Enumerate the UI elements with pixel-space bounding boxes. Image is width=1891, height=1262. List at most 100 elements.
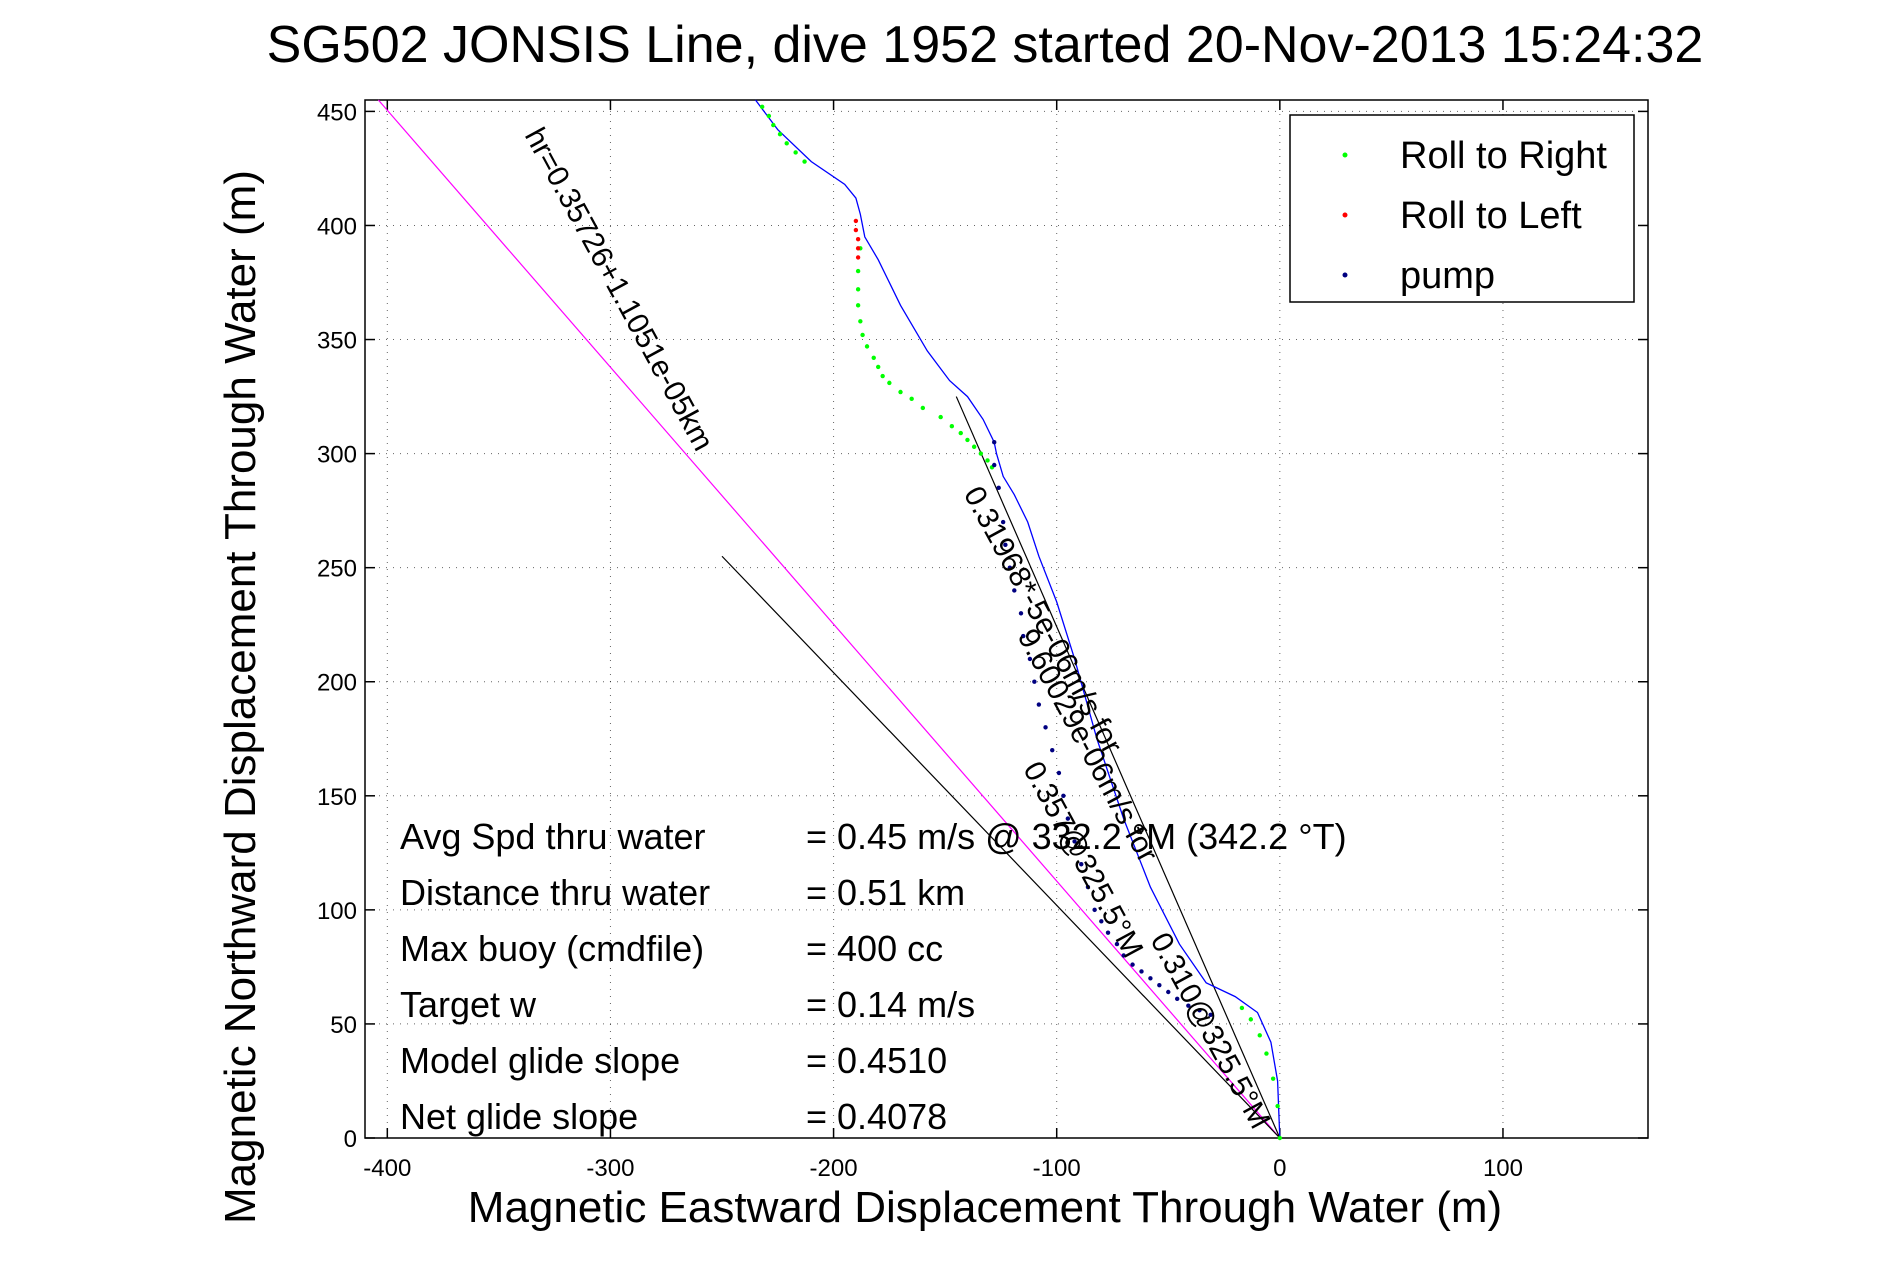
roll-left-point xyxy=(853,227,859,233)
roll-right-point xyxy=(949,424,955,429)
roll-right-point xyxy=(1277,1135,1283,1141)
pump-point xyxy=(1007,565,1013,570)
pump-point xyxy=(1186,1003,1191,1008)
dive-track xyxy=(754,99,1283,1141)
roll-right-point xyxy=(876,364,881,370)
pump-point xyxy=(1105,930,1111,935)
roll-right-point xyxy=(1264,1051,1269,1056)
pump-point xyxy=(1130,962,1135,967)
pump-point xyxy=(1197,1008,1202,1013)
stat-label: Model glide slope xyxy=(400,1040,680,1081)
pump-point xyxy=(1061,793,1066,799)
roll-right-point xyxy=(777,132,783,137)
roll-right-point xyxy=(1270,1076,1276,1081)
pump-point xyxy=(1000,519,1006,525)
roll-right-point xyxy=(880,373,885,379)
y-tick-label: 400 xyxy=(317,213,357,240)
pump-point xyxy=(1139,969,1144,974)
y-tick-label: 0 xyxy=(344,1126,357,1153)
roll-right-point xyxy=(855,287,861,292)
roll-right-point xyxy=(871,355,876,360)
pump-point xyxy=(1056,770,1062,776)
track-line xyxy=(754,99,1281,1139)
roll-right-point xyxy=(793,150,798,155)
x-tick-label: -100 xyxy=(1033,1155,1081,1182)
reference-line xyxy=(721,555,1281,1139)
legend-marker xyxy=(1342,212,1348,218)
pump-point xyxy=(1085,884,1091,890)
roll-right-point xyxy=(860,332,865,338)
roll-right-point xyxy=(898,389,903,395)
stat-label: Net glide slope xyxy=(400,1096,638,1137)
stat-value: = 0.4078 xyxy=(806,1096,947,1137)
pump-point xyxy=(1166,989,1171,995)
y-tick-label: 350 xyxy=(317,328,357,355)
axes: -400 -300 -200 -100 0 100 0 50 100 150 200 250 300 35… xyxy=(317,99,1649,1182)
roll-right-point xyxy=(855,268,861,274)
legend-label: Roll to Left xyxy=(1400,195,1582,237)
pump-point xyxy=(992,462,997,468)
legend-label: Roll to Right xyxy=(1400,135,1607,177)
stat-value: = 0.14 m/s xyxy=(806,984,975,1025)
roll-right-point xyxy=(938,414,943,420)
roll-right-point xyxy=(855,303,861,308)
roll-right-point xyxy=(771,122,776,128)
roll-left-point xyxy=(853,218,859,224)
roll-right-point xyxy=(759,104,765,110)
roll-right-point xyxy=(887,380,892,386)
pump-point xyxy=(1121,953,1126,958)
y-tick-label: 50 xyxy=(330,1012,357,1039)
pump-point xyxy=(992,439,997,445)
y-axis-label: Magnetic Northward Displacement Through … xyxy=(216,170,265,1224)
roll-right-point xyxy=(1257,1033,1262,1038)
y-tick-label: 100 xyxy=(317,898,357,925)
pump-point xyxy=(1072,839,1077,844)
stat-label: Avg Spd thru water xyxy=(400,816,706,857)
stats-block: Avg Spd thru water = 0.45 m/s @ 332.2 °M … xyxy=(400,816,1347,1137)
reference-line xyxy=(377,99,1281,1139)
stat-label: Distance thru water xyxy=(400,872,710,913)
pump-point xyxy=(1036,702,1042,707)
roll-right-point xyxy=(909,396,914,402)
roll-right-point xyxy=(858,319,863,324)
roll-right-point xyxy=(766,113,772,119)
y-tick-label: 300 xyxy=(317,442,357,469)
pump-point xyxy=(1050,747,1055,753)
pump-point xyxy=(1043,725,1048,730)
stat-value: = 0.45 m/s @ 332.2 °M (342.2 °T) xyxy=(806,816,1347,857)
roll-right-point xyxy=(802,159,807,164)
x-tick-label: 0 xyxy=(1273,1155,1286,1182)
stat-label: Max buoy (cmdfile) xyxy=(400,928,704,969)
plot-frame xyxy=(364,99,1649,1139)
roll-right-point xyxy=(958,430,963,436)
pump-point xyxy=(1157,982,1162,988)
x-tick-label: 100 xyxy=(1483,1155,1523,1182)
roll-right-point xyxy=(965,437,970,443)
roll-right-point xyxy=(920,405,926,411)
x-axis-label: Magnetic Eastward Displacement Through W… xyxy=(468,1183,1502,1232)
stat-value: = 0.51 km xyxy=(806,872,965,913)
roll-right-point xyxy=(864,344,870,349)
roll-right-point xyxy=(978,451,984,456)
legend-label: pump xyxy=(1400,255,1495,297)
pump-point xyxy=(1018,611,1024,616)
x-tick-label: -300 xyxy=(586,1155,634,1182)
pump-point xyxy=(1079,862,1084,867)
pump-point xyxy=(1208,1012,1213,1018)
grid-lines xyxy=(365,100,1648,1139)
pump-point xyxy=(1027,656,1033,662)
roll-left-point xyxy=(855,236,861,242)
roll-right-point xyxy=(971,444,977,449)
legend-marker xyxy=(1342,272,1348,278)
pump-point xyxy=(1032,679,1037,684)
chart-title: SG502 JONSIS Line, dive 1952 started 20-… xyxy=(267,16,1704,74)
pump-point xyxy=(1021,633,1026,639)
pump-point xyxy=(1065,816,1071,821)
roll-left-point xyxy=(855,255,861,260)
y-tick-label: 150 xyxy=(317,784,357,811)
stat-value: = 0.4510 xyxy=(806,1040,947,1081)
roll-right-point xyxy=(985,458,990,463)
roll-right-point xyxy=(1239,1005,1245,1011)
pump-point xyxy=(1012,588,1017,593)
